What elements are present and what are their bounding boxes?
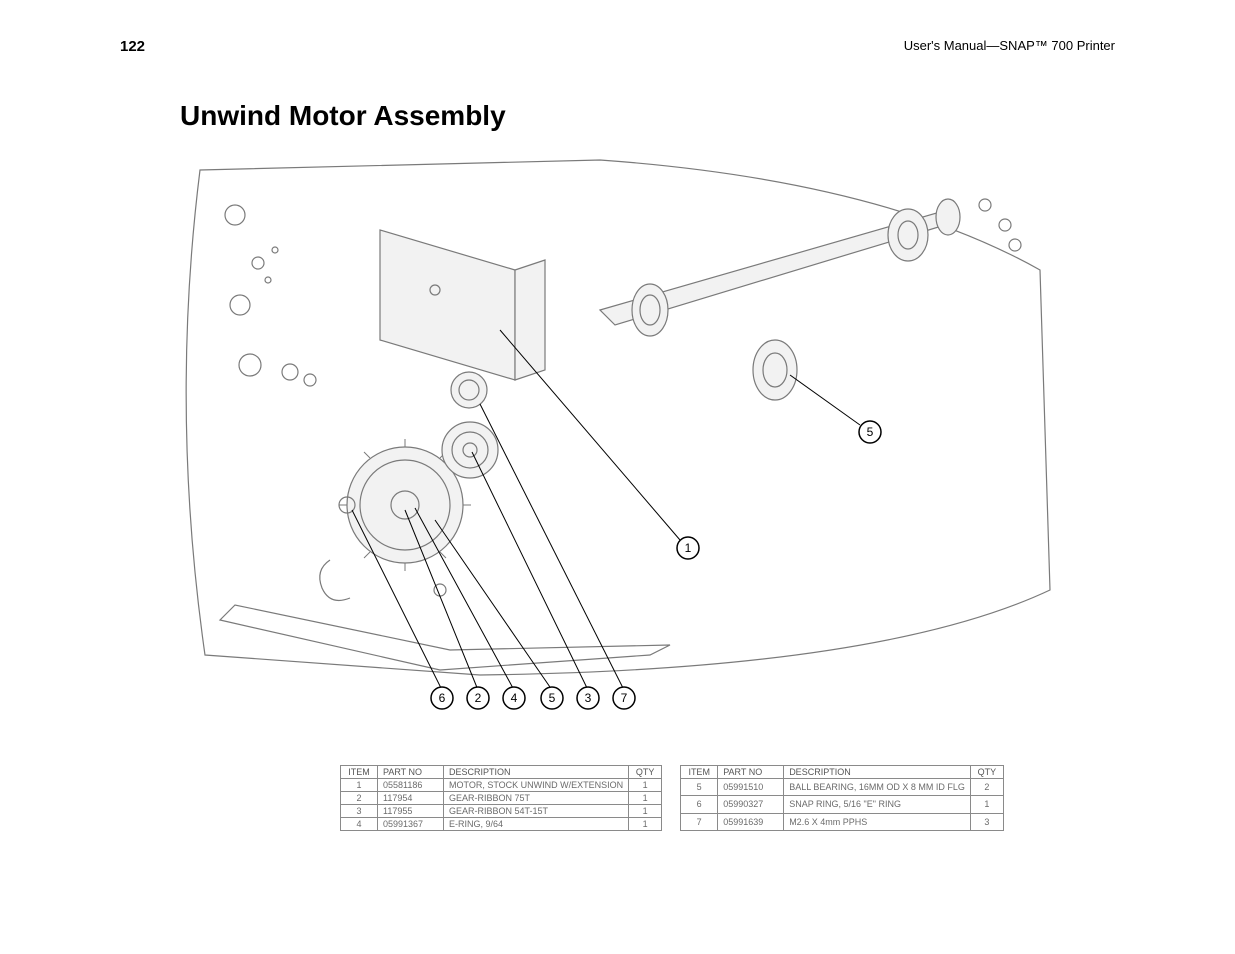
cell-partno: 05990327 — [718, 796, 784, 813]
cell-item: 7 — [681, 813, 718, 830]
cell-qty: 1 — [629, 805, 662, 818]
parts-tables: ITEM PART NO DESCRIPTION QTY 1 05581186 … — [340, 765, 1004, 831]
manual-header: User's Manual—SNAP™ 700 Printer — [904, 38, 1115, 53]
cell-qty: 1 — [629, 818, 662, 831]
col-item: ITEM — [341, 766, 378, 779]
callout-5-bottom: 5 — [549, 691, 556, 705]
parts-table-right: ITEM PART NO DESCRIPTION QTY 5 05991510 … — [680, 765, 1004, 831]
callout-6: 6 — [439, 691, 446, 705]
cell-description: M2.6 X 4mm PPHS — [784, 813, 971, 830]
callout-4: 4 — [511, 691, 518, 705]
cell-item: 2 — [341, 792, 378, 805]
cell-item: 5 — [681, 779, 718, 796]
callout-5-right: 5 — [867, 425, 874, 439]
cell-partno: 05991367 — [378, 818, 444, 831]
cell-description: GEAR-RIBBON 54T-15T — [444, 805, 629, 818]
col-partno: PART NO — [718, 766, 784, 779]
table-row: 5 05991510 BALL BEARING, 16MM OD X 8 MM … — [681, 779, 1004, 796]
cell-description: E-RING, 9/64 — [444, 818, 629, 831]
callout-3: 3 — [585, 691, 592, 705]
cell-partno: 05581186 — [378, 779, 444, 792]
col-qty: QTY — [970, 766, 1003, 779]
col-partno: PART NO — [378, 766, 444, 779]
cell-item: 4 — [341, 818, 378, 831]
cell-item: 3 — [341, 805, 378, 818]
col-description: DESCRIPTION — [784, 766, 971, 779]
cell-description: BALL BEARING, 16MM OD X 8 MM ID FLG — [784, 779, 971, 796]
cell-description: GEAR-RIBBON 75T — [444, 792, 629, 805]
table-row: 3 117955 GEAR-RIBBON 54T-15T 1 — [341, 805, 662, 818]
table-row: 4 05991367 E-RING, 9/64 1 — [341, 818, 662, 831]
cell-qty: 1 — [629, 792, 662, 805]
cell-partno: 05991639 — [718, 813, 784, 830]
callout-2: 2 — [475, 691, 482, 705]
table-row: 1 05581186 MOTOR, STOCK UNWIND W/EXTENSI… — [341, 779, 662, 792]
cell-description: MOTOR, STOCK UNWIND W/EXTENSION — [444, 779, 629, 792]
callout-7: 7 — [621, 691, 628, 705]
cell-qty: 1 — [629, 779, 662, 792]
table-row: 7 05991639 M2.6 X 4mm PPHS 3 — [681, 813, 1004, 830]
cell-qty: 3 — [970, 813, 1003, 830]
section-title: Unwind Motor Assembly — [180, 100, 506, 132]
col-item: ITEM — [681, 766, 718, 779]
assembly-diagram: 1 5 6 2 4 — [180, 150, 1055, 720]
col-qty: QTY — [629, 766, 662, 779]
table-row: 2 117954 GEAR-RIBBON 75T 1 — [341, 792, 662, 805]
table-row: 6 05990327 SNAP RING, 5/16 "E" RING 1 — [681, 796, 1004, 813]
cell-qty: 1 — [970, 796, 1003, 813]
cell-item: 1 — [341, 779, 378, 792]
page-number: 122 — [120, 38, 145, 55]
cell-item: 6 — [681, 796, 718, 813]
cell-partno: 117954 — [378, 792, 444, 805]
page: 122 User's Manual—SNAP™ 700 Printer Unwi… — [0, 0, 1235, 954]
cell-partno: 117955 — [378, 805, 444, 818]
parts-table-left: ITEM PART NO DESCRIPTION QTY 1 05581186 … — [340, 765, 662, 831]
callout-1: 1 — [685, 541, 692, 555]
cell-description: SNAP RING, 5/16 "E" RING — [784, 796, 971, 813]
col-description: DESCRIPTION — [444, 766, 629, 779]
cell-qty: 2 — [970, 779, 1003, 796]
cell-partno: 05991510 — [718, 779, 784, 796]
